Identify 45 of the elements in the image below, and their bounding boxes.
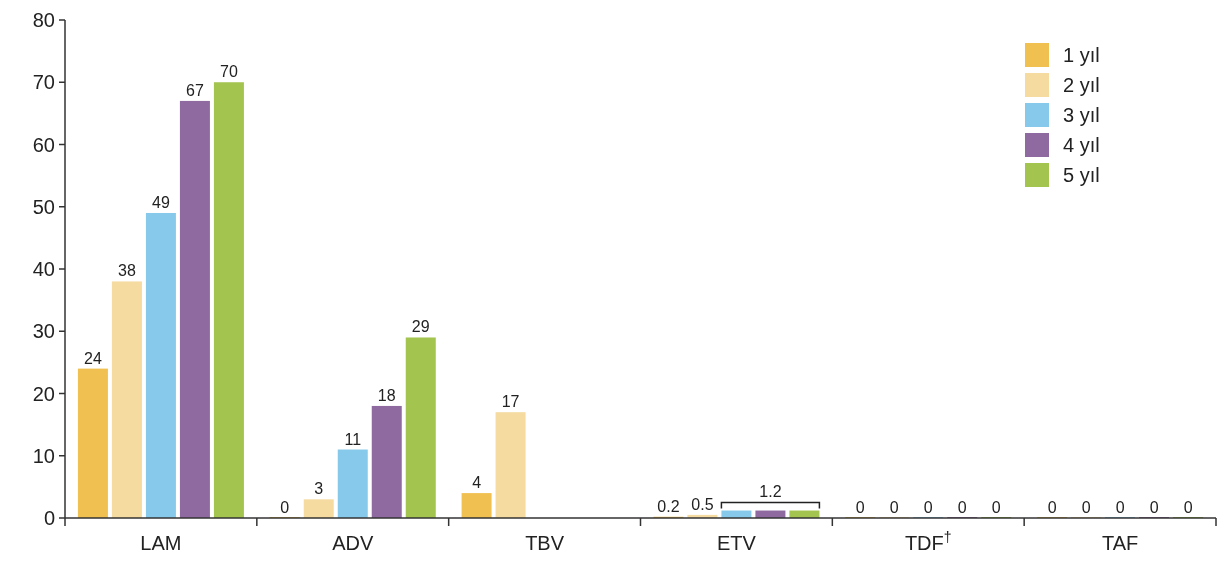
legend-label: 5 yıl: [1063, 164, 1100, 186]
data-label: 0: [957, 499, 967, 516]
y-tick-label: 20: [32, 382, 55, 405]
y-tick-label: 60: [32, 133, 55, 156]
y-tick-label: 0: [43, 507, 55, 529]
y-tick-label: 40: [32, 258, 55, 280]
data-label: 0: [889, 499, 899, 516]
legend-label: 2 yıl: [1063, 74, 1100, 96]
data-label: 0: [855, 499, 865, 516]
data-label: 0: [923, 499, 933, 516]
data-label: 17: [501, 393, 520, 411]
x-tick-label: ADV: [332, 532, 374, 554]
data-label: 70: [220, 63, 238, 81]
legend-label: 4 yıl: [1063, 134, 1100, 156]
data-label: 18: [377, 386, 396, 404]
y-tick-label: 50: [32, 195, 55, 218]
data-label: 4: [472, 474, 482, 492]
data-label: 29: [411, 318, 430, 336]
annotation: 1.2: [759, 482, 782, 500]
x-tick-label: TBV: [525, 532, 565, 554]
x-tick-label: ETV: [716, 532, 757, 554]
data-label: 0: [1183, 499, 1193, 516]
data-label: 0: [1081, 499, 1091, 516]
y-tick-label: 30: [32, 320, 55, 343]
data-label: 0: [280, 499, 290, 516]
data-label: 0.5: [691, 495, 714, 513]
y-tick-label: 10: [32, 444, 55, 467]
data-label: 0: [1047, 499, 1057, 516]
data-label: 49: [152, 193, 170, 211]
data-label: 0.2: [657, 497, 680, 515]
data-label: 0: [991, 499, 1001, 516]
data-label: 11: [344, 430, 362, 448]
data-label: 0: [1149, 499, 1159, 516]
data-label: 67: [186, 81, 204, 99]
legend-label: 1 yıl: [1063, 44, 1100, 66]
data-label: 24: [84, 349, 102, 367]
x-tick-label: LAM: [140, 532, 182, 554]
legend-label: 3 yıl: [1063, 104, 1100, 126]
x-tick-label: TAF: [1101, 532, 1139, 554]
data-label: 3: [314, 480, 324, 498]
x-tick-label: TDF$^{†}$: [904, 529, 952, 554]
data-label: 38: [118, 262, 136, 280]
data-label: 0: [1115, 499, 1125, 516]
y-tick-label: 70: [32, 71, 55, 94]
y-tick-label: 80: [32, 9, 55, 31]
